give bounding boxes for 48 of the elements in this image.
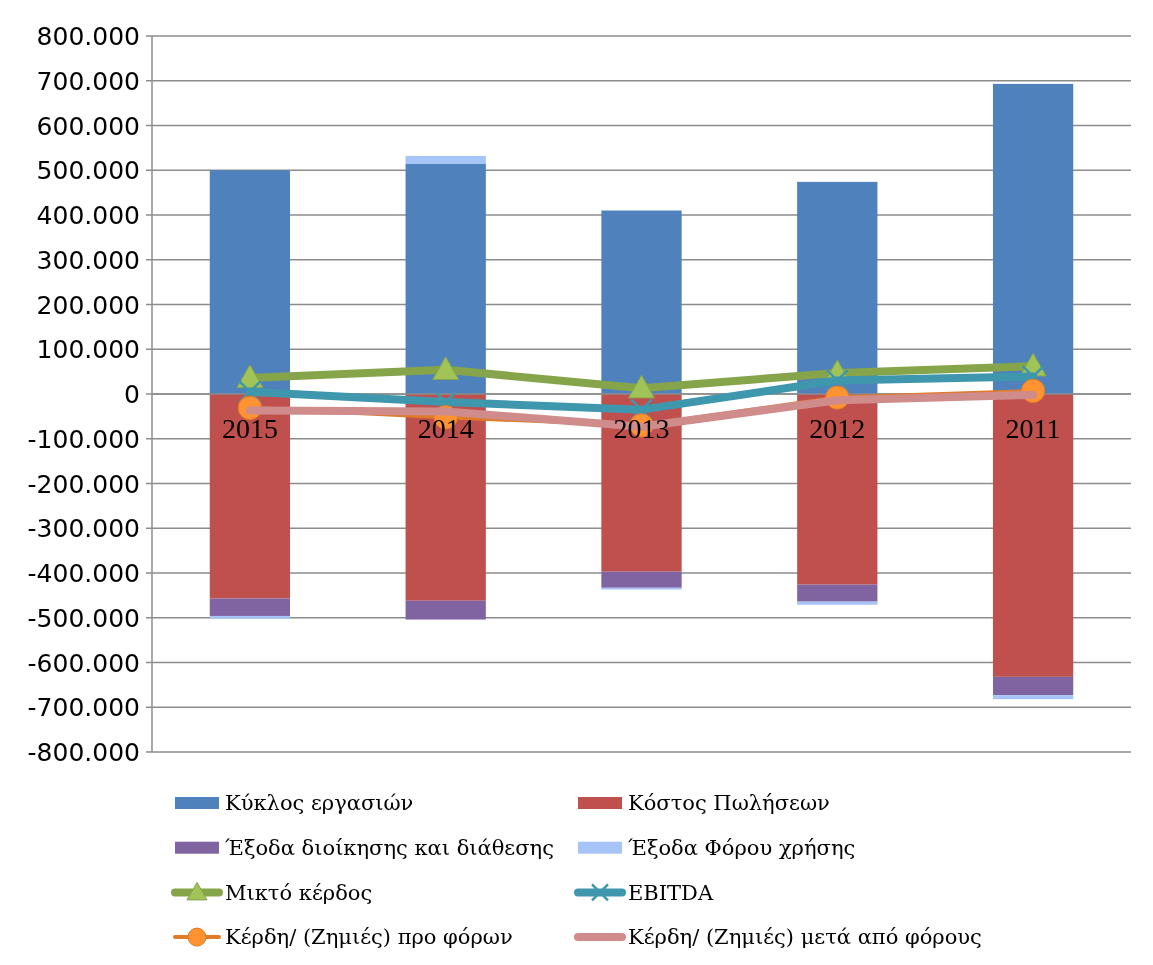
bar [405, 600, 486, 620]
y-tick-label: 0 [124, 380, 140, 409]
x-tick-label: 2012 [809, 413, 866, 444]
y-tick-label: -400.000 [27, 559, 140, 588]
bar [797, 181, 878, 394]
y-tick-label: 800.000 [36, 22, 140, 51]
y-tick-label: -500.000 [27, 603, 140, 633]
legend-label: Κέρδη/ (Ζημιές) μετά από φόρους [628, 925, 982, 950]
y-tick-label: -800.000 [27, 738, 140, 767]
bar [209, 615, 291, 619]
bar [405, 163, 486, 394]
bar [209, 170, 291, 394]
x-tick-label: 2014 [417, 413, 474, 444]
bar [797, 394, 878, 585]
y-tick-label: 100.000 [36, 335, 140, 365]
legend-label: Έξοδα Φόρου χρήσης [628, 836, 856, 861]
bar [405, 394, 486, 601]
y-tick-label: 200.000 [36, 290, 140, 320]
y-tick-label: 500.000 [36, 156, 140, 186]
bar [797, 601, 878, 605]
legend-label: EBITDA [628, 880, 714, 905]
y-tick-label: -300.000 [27, 514, 140, 544]
bar [601, 571, 682, 588]
bar [992, 695, 1074, 700]
bar [209, 598, 291, 616]
y-tick-label: -200.000 [27, 469, 140, 499]
bar [992, 83, 1074, 394]
y-tick-label: -600.000 [27, 648, 140, 678]
bar [797, 584, 878, 602]
y-tick-label: 300.000 [36, 245, 140, 275]
y-tick-label: 700.000 [36, 66, 140, 96]
legend-label: Έξοδα διοίκησης και διάθεσης [225, 836, 554, 861]
y-tick-label: 600.000 [36, 111, 140, 141]
bar [992, 394, 1074, 677]
x-tick-label: 2011 [1005, 413, 1061, 444]
bar [405, 155, 486, 164]
legend-label: Κέρδη/ (Ζημιές) προ φόρων [225, 925, 513, 950]
bar [209, 394, 291, 599]
legend-label: Μικτό κέρδος [225, 880, 373, 905]
y-tick-label: 400.000 [36, 201, 140, 230]
bar [601, 210, 682, 394]
x-tick-label: 2013 [613, 413, 670, 444]
legend-label: Κύκλος εργασιών [225, 791, 414, 816]
x-tick-label: 2015 [221, 413, 278, 444]
bar [992, 676, 1074, 696]
y-tick-label: -700.000 [27, 693, 140, 723]
y-tick-label: -100.000 [27, 424, 140, 454]
legend-label: Κόστος Πωλήσεων [628, 791, 830, 816]
